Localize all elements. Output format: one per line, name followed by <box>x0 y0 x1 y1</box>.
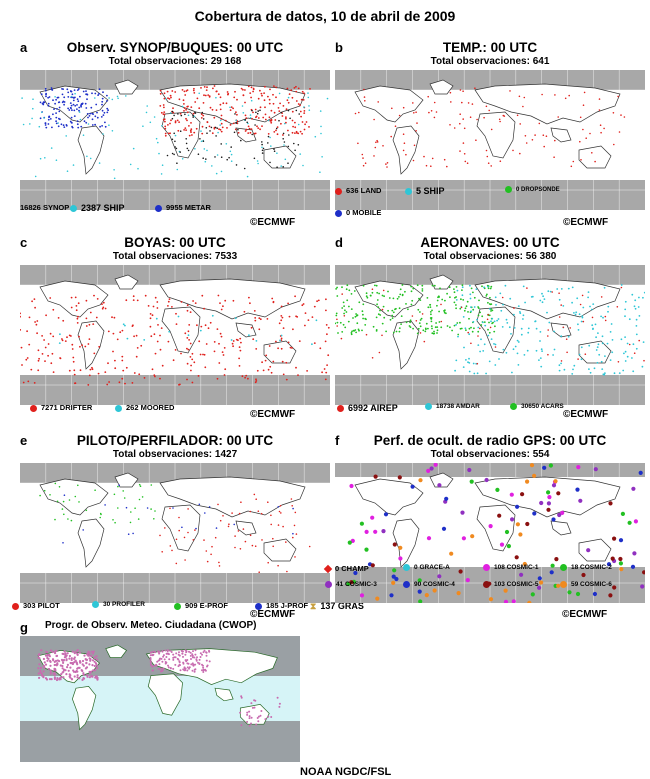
legend-item-gras: ⧗ 137 GRAS <box>310 601 364 611</box>
panel-d: d AERONAVES: 00 UTC Total observaciones:… <box>335 235 645 425</box>
legend-item-profiler: 30 PROFILER <box>92 601 145 608</box>
legend-item-cosmic-3: 41 COSMIC-3 <box>325 581 377 588</box>
panel-subtitle: Total observaciones: 56 380 <box>423 251 557 262</box>
panel-subtitle: Total observaciones: 641 <box>430 56 550 67</box>
panel-b: b TEMP.: 00 UTC Total observaciones: 641… <box>335 40 645 230</box>
ecmwf-credit: ©ECMWF <box>563 217 609 228</box>
panel-title: Observ. SYNOP/BUQUES: 00 UTC <box>66 40 284 55</box>
panel-letter: c <box>20 235 28 250</box>
panel-letter: d <box>335 235 343 250</box>
legend-item-ship: 2387 SHIP <box>70 203 125 213</box>
map-buoys <box>20 265 330 405</box>
ecmwf-credit: ©ECMWF <box>250 609 296 620</box>
legend-item-mobile: 0 MOBILE <box>335 208 381 217</box>
panel-g: g Progr. de Observ. Meteo. Ciudadana (CW… <box>20 620 391 779</box>
legend-item-grace-a: 0 GRACE-A <box>403 564 450 571</box>
legend-item-airep: 6992 AIREP <box>337 403 398 413</box>
legend-item-ship: 5 SHIP <box>405 186 445 196</box>
panel-f: f Perf. de ocult. de radio GPS: 00 UTC T… <box>323 433 645 623</box>
ecmwf-credit: ©ECMWF <box>563 409 609 420</box>
legend-item-metar: 9955 METAR <box>155 203 211 212</box>
legend-item-amdar: 18738 AMDAR <box>425 403 480 410</box>
map-temp <box>335 70 645 210</box>
panel-e: e PILOTO/PERFILADOR: 00 UTC Total observ… <box>12 433 364 623</box>
legend-item-cosmic-5: 103 COSMIC-5 <box>483 581 538 588</box>
panel-letter: e <box>20 433 28 448</box>
legend-item-cosmic-1: 108 COSMIC-1 <box>483 564 538 571</box>
legend-item-land: 636 LAND <box>335 186 381 195</box>
noaa-credit: NOAA NGDC/FSL <box>300 766 392 778</box>
ecmwf-credit: ©ECMWF <box>250 409 296 420</box>
map-pilot-profiler <box>20 463 330 603</box>
hourglass-icon: ⧗ <box>310 601 317 611</box>
page-title: Cobertura de datos, 10 de abril de 2009 <box>194 8 456 24</box>
panel-subtitle: Total observaciones: 29 168 <box>108 56 242 67</box>
ecmwf-credit: ©ECMWF <box>562 609 608 620</box>
panel-a: a Observ. SYNOP/BUQUES: 00 UTC Total obs… <box>20 40 330 230</box>
panel-letter: g <box>20 620 28 635</box>
legend-item-acars: 30650 ACARS <box>510 403 564 410</box>
panel-subtitle: Total observaciones: 554 <box>430 449 550 460</box>
panel-subtitle: Total observaciones: 1427 <box>112 449 238 460</box>
panel-title: PILOTO/PERFILADOR: 00 UTC <box>76 433 274 448</box>
legend-item-cosmic-2: 18 COSMIC-2 <box>560 564 612 571</box>
legend-item-synop: 16826 SYNOP <box>20 203 70 212</box>
legend-item-e-prof: 909 E-PROF <box>174 601 228 610</box>
legend-item-moored: 262 MOORED <box>115 403 174 412</box>
panel-c: c BOYAS: 00 UTC Total observaciones: 753… <box>20 235 330 425</box>
panel-title: Progr. de Observ. Meteo. Ciudadana (CWOP… <box>45 620 257 631</box>
map-cwop <box>20 636 300 762</box>
map-gps-ro <box>335 463 645 603</box>
panel-title: TEMP.: 00 UTC <box>442 40 538 55</box>
legend-item-dropsonde: 0 DROPSONDE <box>505 186 560 193</box>
legend-item-cosmic-4: 90 COSMIC-4 <box>403 581 455 588</box>
legend-item-champ: 0 CHAMP <box>323 564 369 574</box>
legend-item-pilot: 303 PILOT <box>12 601 60 610</box>
panel-letter: b <box>335 40 343 55</box>
panel-letter: f <box>335 433 340 448</box>
legend-item-drifter: 7271 DRIFTER <box>30 403 92 412</box>
map-aircraft <box>335 265 645 405</box>
panel-subtitle: Total observaciones: 7533 <box>112 251 238 262</box>
panel-title: Perf. de ocult. de radio GPS: 00 UTC <box>373 433 607 448</box>
map-synop-ship <box>20 70 330 210</box>
legend-item-cosmic-6: 59 COSMIC-6 <box>560 581 612 588</box>
panel-title: BOYAS: 00 UTC <box>124 235 226 250</box>
panel-title: AERONAVES: 00 UTC <box>420 235 560 250</box>
panel-letter: a <box>20 40 28 55</box>
legend-item-j-prof: 185 J-PROF <box>255 601 308 610</box>
ecmwf-credit: ©ECMWF <box>250 217 296 228</box>
